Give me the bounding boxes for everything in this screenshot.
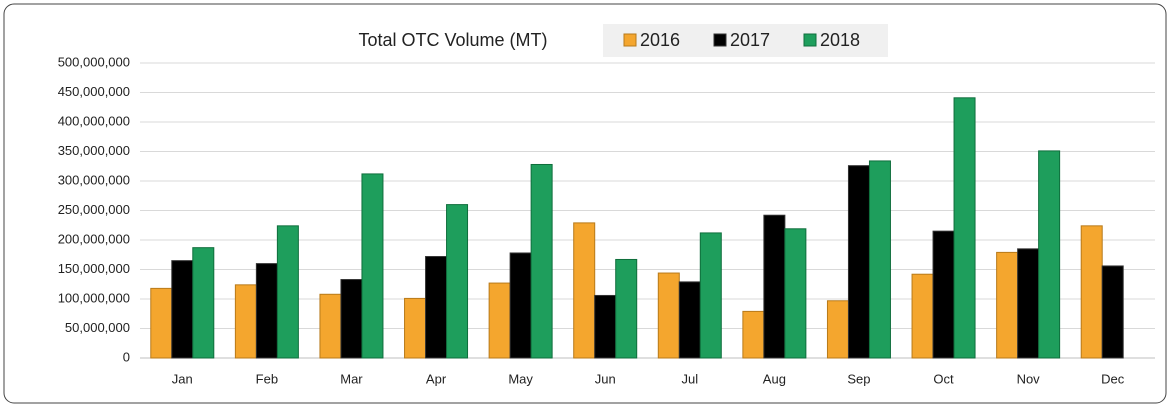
bar — [361, 173, 384, 359]
bar — [276, 225, 299, 359]
bar — [488, 282, 511, 359]
bar — [784, 228, 807, 359]
bar — [404, 297, 427, 359]
chart-title: Total OTC Volume (MT) — [358, 30, 547, 50]
bar — [699, 232, 722, 359]
y-tick-label: 50,000,000 — [65, 320, 130, 335]
x-tick-label: Aug — [763, 371, 786, 386]
bar — [1038, 150, 1061, 359]
bar — [953, 97, 976, 359]
x-tick-label: Jun — [595, 371, 616, 386]
bar — [319, 293, 342, 359]
bar — [234, 284, 257, 359]
bar — [1017, 248, 1040, 359]
y-tick-label: 0 — [123, 349, 130, 364]
bar — [1101, 265, 1124, 359]
x-tick-label: Jan — [172, 371, 193, 386]
bar — [509, 252, 532, 359]
legend-label: 2016 — [640, 30, 680, 50]
x-tick-label: Sep — [847, 371, 870, 386]
y-tick-label: 200,000,000 — [58, 231, 130, 246]
y-tick-label: 500,000,000 — [58, 54, 130, 69]
x-tick-label: Mar — [340, 371, 363, 386]
bar — [615, 258, 638, 359]
y-tick-label: 300,000,000 — [58, 172, 130, 187]
bar — [446, 204, 469, 359]
y-tick-label: 350,000,000 — [58, 143, 130, 158]
bar — [996, 251, 1019, 359]
legend-label: 2018 — [820, 30, 860, 50]
bar — [192, 247, 215, 359]
y-tick-label: 100,000,000 — [58, 290, 130, 305]
legend-swatch — [713, 33, 727, 47]
x-tick-label: Oct — [933, 371, 954, 386]
bar — [573, 222, 596, 359]
bar — [911, 273, 934, 359]
legend-label: 2017 — [730, 30, 770, 50]
bar — [868, 160, 891, 359]
bar — [594, 294, 617, 359]
x-tick-label: Apr — [426, 371, 447, 386]
y-tick-label: 250,000,000 — [58, 202, 130, 217]
x-tick-label: Feb — [256, 371, 278, 386]
x-tick-label: May — [508, 371, 533, 386]
bar — [150, 287, 173, 359]
y-tick-label: 400,000,000 — [58, 113, 130, 128]
y-tick-label: 150,000,000 — [58, 261, 130, 276]
bar — [340, 279, 363, 359]
bar — [742, 310, 765, 359]
y-tick-label: 450,000,000 — [58, 84, 130, 99]
bar — [763, 214, 786, 359]
x-tick-label: Dec — [1101, 371, 1125, 386]
x-tick-label: Jul — [681, 371, 698, 386]
bar — [171, 260, 194, 359]
bar — [530, 163, 553, 359]
legend-swatch — [803, 33, 817, 47]
legend-box — [603, 24, 888, 57]
bar — [255, 263, 278, 359]
legend-swatch — [623, 33, 637, 47]
bar — [932, 230, 955, 359]
bar — [657, 272, 680, 359]
bar — [678, 281, 701, 359]
x-tick-label: Nov — [1017, 371, 1041, 386]
bar — [425, 256, 448, 359]
bar — [847, 165, 870, 359]
bar — [826, 300, 849, 359]
bar — [1080, 225, 1103, 359]
